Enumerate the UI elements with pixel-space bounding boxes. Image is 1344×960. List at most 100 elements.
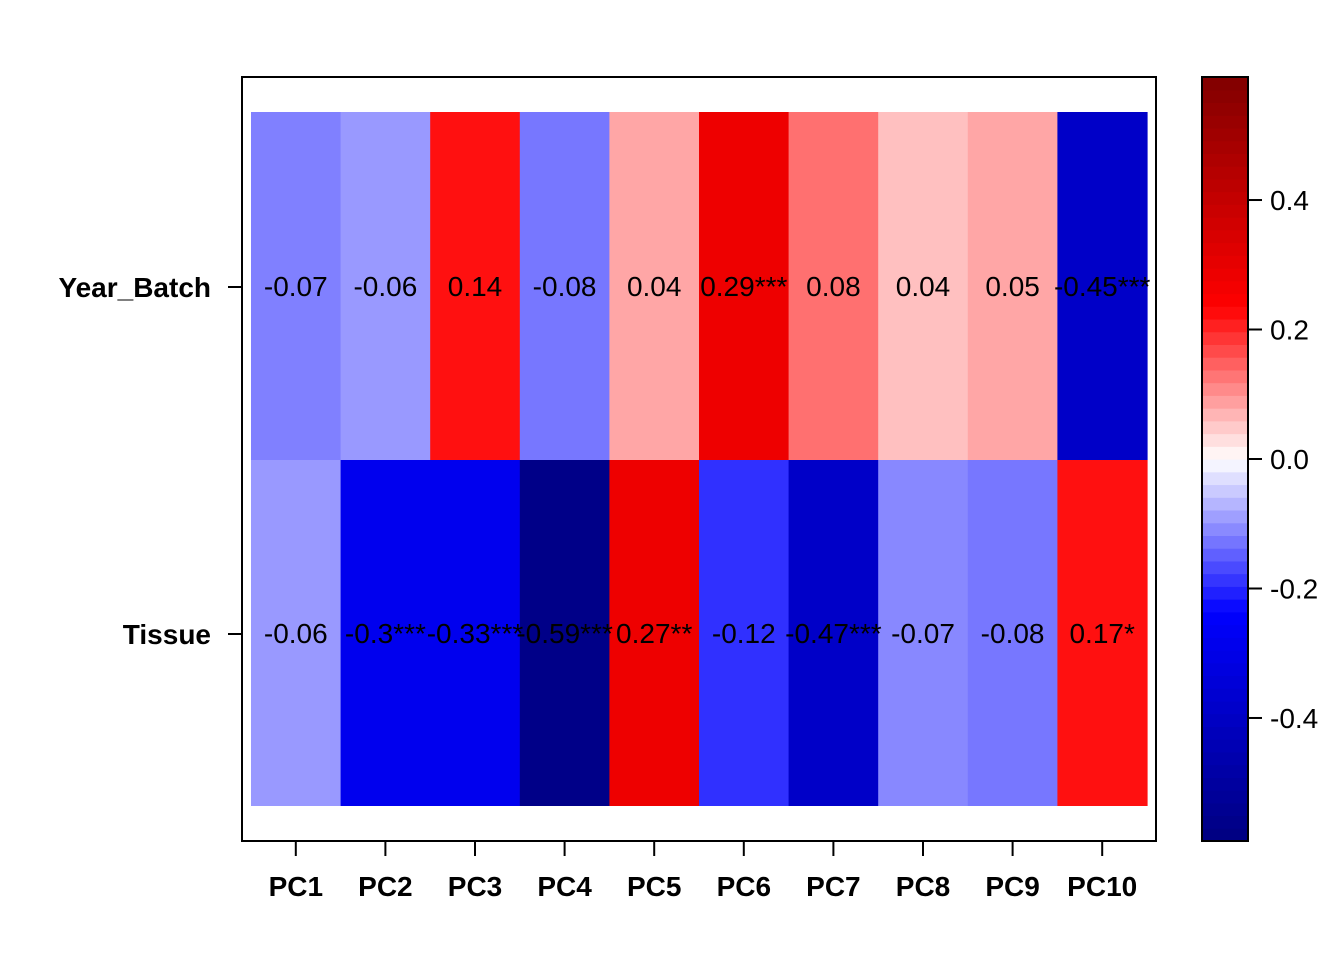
colorbar-segment: [1202, 573, 1248, 587]
column-label: PC1: [269, 871, 323, 902]
colorbar-segment: [1202, 318, 1248, 333]
colorbar-segment: [1202, 306, 1248, 320]
heatmap-cell: [430, 112, 521, 460]
heatmap-cell: [788, 460, 879, 806]
colorbar-segment: [1202, 611, 1248, 626]
colorbar-segment: [1202, 446, 1248, 460]
heatmap-cell: [340, 460, 431, 806]
colorbar-segment: [1202, 650, 1248, 664]
colorbar-segment: [1202, 599, 1248, 613]
colorbar-segment: [1202, 459, 1248, 473]
cell-value-label: -0.12: [712, 618, 776, 649]
colorbar-segment: [1202, 115, 1248, 129]
cell-value-label: -0.3***: [345, 618, 426, 649]
colorbar-segment: [1202, 102, 1248, 116]
colorbar-segment: [1202, 178, 1248, 193]
heatmap-cell: [699, 460, 790, 806]
heatmap-cell: [340, 112, 431, 460]
cell-value-label: -0.06: [353, 271, 417, 302]
cell-value-label: -0.33***: [427, 618, 524, 649]
colorbar: -0.4 -0.2 0.0 0.2 0.4: [1201, 76, 1318, 842]
colorbar-segment: [1202, 357, 1248, 371]
colorbar-segment: [1202, 127, 1248, 142]
heatmap-cell: [519, 460, 610, 806]
row-axis: Year_Batch Tissue: [58, 272, 242, 650]
column-label: PC4: [537, 871, 592, 902]
colorbar-segment: [1202, 229, 1248, 244]
colorbar-segment: [1202, 293, 1248, 307]
heatmap-cell: [609, 460, 700, 806]
cell-value-label: 0.29***: [700, 271, 787, 302]
heatmap-cell: [699, 112, 790, 460]
colorbar-segment: [1202, 344, 1248, 358]
heatmap-cell: [1057, 460, 1148, 806]
colorbar-segment: [1202, 790, 1248, 804]
colorbar-segment: [1202, 204, 1248, 218]
colorbar-segment: [1202, 369, 1248, 384]
colorbar-segment: [1202, 662, 1248, 677]
heatmap-cell: [967, 112, 1058, 460]
cell-value-label: -0.08: [981, 618, 1045, 649]
cell-value-label: 0.04: [627, 271, 682, 302]
colorbar-segment: [1202, 217, 1248, 231]
heatmap-cell: [1057, 112, 1148, 460]
colorbar-segment: [1202, 700, 1248, 715]
column-label: PC10: [1067, 871, 1137, 902]
colorbar-segment: [1202, 548, 1248, 562]
column-label: PC7: [806, 871, 860, 902]
colorbar-segment: [1202, 522, 1248, 536]
colorbar-segment: [1202, 382, 1248, 396]
cell-value-label: 0.27**: [616, 618, 692, 649]
cell-value-label: -0.06: [264, 618, 328, 649]
column-label: PC2: [358, 871, 412, 902]
heatmap-cell: [251, 112, 342, 460]
colorbar-segment: [1202, 331, 1248, 345]
heatmap-cell: [609, 112, 700, 460]
colorbar-segment: [1202, 675, 1248, 689]
colorbar-segment: [1202, 713, 1248, 727]
colorbar-segment: [1202, 828, 1248, 842]
column-label: PC5: [627, 871, 681, 902]
colorbar-segment: [1202, 751, 1248, 766]
heatmap-cell-labels: -0.07 -0.06 0.14 -0.08 0.04 0.29*** 0.08 0.04 0.…: [264, 271, 1151, 649]
colorbar-segment: [1202, 140, 1248, 154]
colorbar-segment: [1202, 420, 1248, 435]
colorbar-tick-label: -0.4: [1270, 703, 1318, 734]
colorbar-segment: [1202, 637, 1248, 651]
cell-value-label: -0.59***: [516, 618, 613, 649]
colorbar-segment: [1202, 255, 1248, 269]
colorbar-segment: [1202, 497, 1248, 511]
column-label: PC6: [717, 871, 771, 902]
cell-value-label: 0.14: [448, 271, 503, 302]
plot-frame: [241, 76, 1157, 842]
cell-value-label: 0.17*: [1069, 618, 1134, 649]
colorbar-segment: [1202, 815, 1248, 829]
colorbar-segment: [1202, 268, 1248, 282]
colorbar-tick-label: 0.4: [1270, 185, 1309, 216]
row-label: Year_Batch: [58, 272, 211, 303]
heatmap-cell: [430, 460, 521, 806]
colorbar-segment: [1202, 560, 1248, 575]
heatmap-cell: [878, 112, 969, 460]
heatmap-cell: [878, 460, 969, 806]
colorbar-segment: [1202, 395, 1248, 409]
heatmap-cell: [251, 460, 342, 806]
colorbar-segment: [1202, 764, 1248, 778]
heatmap-cell: [788, 112, 879, 460]
colorbar-segment: [1202, 408, 1248, 422]
cell-value-label: 0.05: [985, 271, 1040, 302]
cell-value-label: 0.08: [806, 271, 861, 302]
cell-value-label: -0.07: [891, 618, 955, 649]
colorbar-segment: [1202, 777, 1248, 791]
colorbar-tick-label: 0.0: [1270, 444, 1309, 475]
cell-value-label: -0.45***: [1054, 271, 1151, 302]
colorbar-segment: [1202, 509, 1248, 524]
colorbar-segment: [1202, 484, 1248, 498]
colorbar-segment: [1202, 166, 1248, 180]
heatmap-cell: [519, 112, 610, 460]
cell-value-label: -0.47***: [785, 618, 882, 649]
heatmap-cells: [251, 112, 1148, 806]
cell-value-label: -0.07: [264, 271, 328, 302]
colorbar-segment: [1202, 471, 1248, 486]
